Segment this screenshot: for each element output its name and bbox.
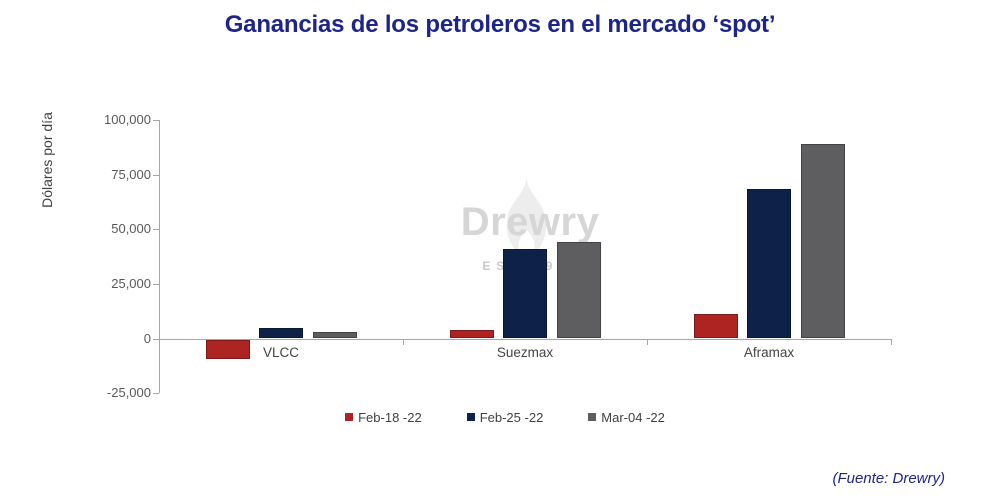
y-tick-label: 100,000	[104, 112, 151, 128]
y-tick-mark	[153, 229, 159, 231]
legend-label: Mar-04 -22	[601, 409, 665, 425]
legend: Feb-18 -22 Feb-25 -22 Mar-04 -22	[159, 407, 851, 427]
x-tick-mark	[647, 338, 648, 345]
source-note: (Fuente: Drewry)	[832, 470, 945, 487]
chart-title: Ganancias de los petroleros en el mercad…	[224, 11, 776, 38]
y-tick-label: 0	[143, 330, 151, 346]
bar-feb-18-22-vlcc	[205, 339, 250, 360]
x-category-label-vlcc: VLCC	[262, 345, 299, 360]
y-tick-mark	[153, 120, 159, 122]
bar-mar-04-22-suezmax	[556, 242, 601, 339]
y-tick-label: -25,000	[106, 385, 151, 401]
x-tick-mark	[891, 338, 892, 345]
drewry-watermark: Drewry EST 1970	[450, 172, 610, 278]
legend-item: Feb-18 -22	[345, 410, 422, 425]
x-tick-mark	[403, 338, 404, 345]
bar-feb-25-22-suezmax	[503, 248, 547, 339]
bar-feb-18-22-aframax	[693, 314, 738, 339]
y-axis-line	[159, 120, 160, 394]
x-category-label-suezmax: Suezmax	[496, 345, 554, 360]
y-tick-label: 25,000	[111, 275, 151, 291]
y-tick-label: 75,000	[111, 166, 151, 182]
legend-item: Feb-25 -22	[466, 409, 544, 425]
bar-mar-04-22-vlcc	[312, 331, 357, 339]
x-axis-line	[159, 338, 891, 340]
y-tick-label: 50,000	[111, 221, 151, 237]
legend-label: Feb-18 -22	[358, 409, 422, 425]
y-tick-mark	[153, 174, 159, 176]
bar-feb-18-22-suezmax	[449, 329, 494, 339]
y-tick-mark	[153, 283, 159, 285]
bar-mar-04-22-aframax	[800, 144, 845, 339]
x-category-label-aframax: Aframax	[743, 345, 795, 360]
watermark-name: Drewry	[460, 200, 600, 244]
legend-swatch	[588, 413, 597, 421]
legend-swatch	[345, 413, 354, 421]
legend-label: Feb-25 -22	[479, 409, 544, 425]
y-tick-mark	[153, 393, 159, 395]
legend-item: Mar-04 -22	[588, 410, 665, 425]
y-tick-mark	[153, 338, 159, 340]
legend-swatch	[466, 413, 475, 421]
bar-feb-25-22-aframax	[747, 188, 791, 339]
flame-icon	[506, 178, 547, 256]
bar-feb-25-22-vlcc	[259, 327, 303, 339]
